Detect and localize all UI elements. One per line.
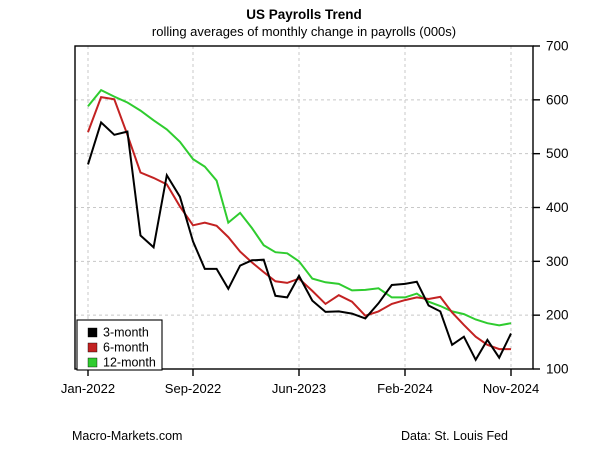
legend-label-6-month: 6-month: [103, 341, 149, 355]
legend-swatch-3-month: [87, 327, 98, 338]
x-axis-label-Jun-2023: Jun-2023: [272, 381, 326, 396]
y-axis-label-100: 100: [546, 362, 569, 377]
y-axis-label-400: 400: [546, 200, 569, 215]
legend-label-3-month: 3-month: [103, 326, 149, 340]
x-axis-label-Feb-2024: Feb-2024: [377, 381, 433, 396]
y-axis-label-200: 200: [546, 308, 569, 323]
footer-source-right: Data: St. Louis Fed: [401, 429, 508, 443]
series-line-6-month: [87, 95, 511, 351]
series-line-3-month: [87, 120, 512, 362]
x-axis-label-Jan-2022: Jan-2022: [61, 381, 115, 396]
y-axis-label-600: 600: [546, 92, 569, 107]
chart-subtitle: rolling averages of monthly change in pa…: [152, 24, 456, 39]
x-axis-label-Sep-2022: Sep-2022: [165, 381, 221, 396]
legend-swatch-12-month: [87, 357, 98, 368]
x-axis-label-Nov-2024: Nov-2024: [483, 381, 539, 396]
y-axis-label-300: 300: [546, 254, 569, 269]
y-axis-label-500: 500: [546, 146, 569, 161]
plot-area: 100 200 300 400 500 600 700 Jan-2022 Sep-2022 Jun…: [61, 39, 569, 397]
footer-source-left: Macro-Markets.com: [72, 429, 182, 443]
legend-swatch-6-month: [87, 342, 98, 353]
series-line-12-month: [87, 88, 512, 327]
chart-title: US Payrolls Trend: [246, 7, 362, 22]
legend-label-12-month: 12-month: [103, 356, 156, 370]
y-axis-label-700: 700: [546, 39, 569, 54]
